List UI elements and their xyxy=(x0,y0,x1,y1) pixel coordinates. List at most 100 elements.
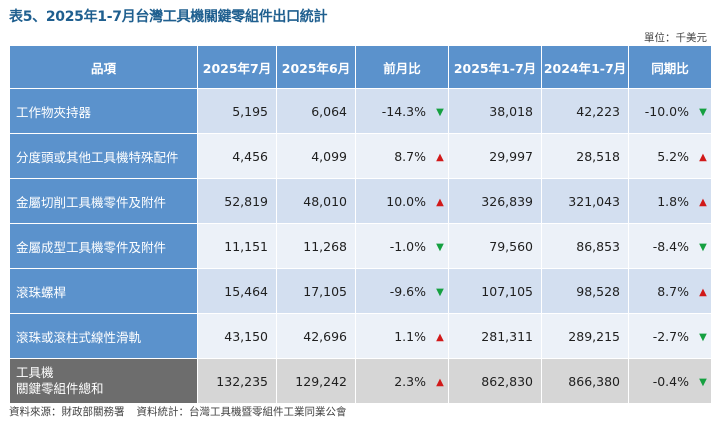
item-cell: 金屬成型工具機零件及附件 xyxy=(9,223,198,269)
yoy-cell: 1.8% ▲ xyxy=(628,178,712,224)
item-cell: 分度頭或其他工具機特殊配件 xyxy=(9,133,198,179)
mom-cell: 8.7% ▲ xyxy=(355,133,449,179)
mom-cell: 2.3% ▲ xyxy=(355,358,449,404)
jul2025-cell: 11,151 xyxy=(197,223,277,269)
ytd2024-cell: 28,518 xyxy=(541,133,629,179)
total-item-cell: 工具機 關鍵零組件總和 xyxy=(9,358,198,404)
table-row: 分度頭或其他工具機特殊配件 4,456 4,099 8.7% ▲ 29,997 2… xyxy=(9,133,712,179)
item-cell: 滾珠或滾柱式線性滑軌 xyxy=(9,313,198,359)
jun2025-cell: 11,268 xyxy=(276,223,356,269)
total-item-line1: 工具機 xyxy=(16,365,54,380)
triangle-up-icon: ▲ xyxy=(436,331,444,343)
jul2025-cell: 4,456 xyxy=(197,133,277,179)
yoy-value: -2.7% xyxy=(652,328,689,344)
jul2025-cell: 132,235 xyxy=(197,358,277,404)
ytd2024-cell: 289,215 xyxy=(541,313,629,359)
column-header-mom: 前月比 xyxy=(355,45,449,89)
table-row: 滾珠或滾柱式線性滑軌 43,150 42,696 1.1% ▲ 281,311 2… xyxy=(9,313,712,359)
jun2025-cell: 129,242 xyxy=(276,358,356,404)
triangle-up-icon: ▲ xyxy=(436,376,444,388)
jul2025-cell: 5,195 xyxy=(197,88,277,134)
triangle-down-icon: ▼ xyxy=(699,241,707,253)
jun2025-cell: 48,010 xyxy=(276,178,356,224)
yoy-cell: -10.0% ▼ xyxy=(628,88,712,134)
yoy-value: -10.0% xyxy=(644,103,689,119)
triangle-up-icon: ▲ xyxy=(699,196,707,208)
yoy-cell: 5.2% ▲ xyxy=(628,133,712,179)
triangle-up-icon: ▲ xyxy=(699,151,707,163)
export-stats-table: 品項 2025年7月 2025年6月 前月比 2025年1-7月 2024年1-… xyxy=(9,45,712,404)
jul2025-cell: 52,819 xyxy=(197,178,277,224)
mom-value: 8.7% xyxy=(394,148,426,164)
triangle-up-icon: ▲ xyxy=(436,196,444,208)
ytd2025-cell: 862,830 xyxy=(448,358,542,404)
table-row: 金屬成型工具機零件及附件 11,151 11,268 -1.0% ▼ 79,560… xyxy=(9,223,712,269)
mom-cell: 1.1% ▲ xyxy=(355,313,449,359)
triangle-down-icon: ▼ xyxy=(436,106,444,118)
unit-label: 單位：千美元 xyxy=(644,32,707,44)
mom-value: 1.1% xyxy=(394,328,426,344)
column-header-yoy: 同期比 xyxy=(628,45,712,89)
yoy-cell: 8.7% ▲ xyxy=(628,268,712,314)
jun2025-cell: 17,105 xyxy=(276,268,356,314)
column-header-jun2025: 2025年6月 xyxy=(276,45,356,89)
jul2025-cell: 15,464 xyxy=(197,268,277,314)
yoy-cell: -0.4% ▼ xyxy=(628,358,712,404)
item-cell: 金屬切削工具機零件及附件 xyxy=(9,178,198,224)
ytd2024-cell: 321,043 xyxy=(541,178,629,224)
mom-cell: -1.0% ▼ xyxy=(355,223,449,269)
yoy-value: 8.7% xyxy=(657,283,689,299)
yoy-value: -0.4% xyxy=(652,373,689,389)
table-row: 滾珠螺桿 15,464 17,105 -9.6% ▼ 107,105 98,528… xyxy=(9,268,712,314)
yoy-value: 5.2% xyxy=(657,148,689,164)
triangle-down-icon: ▼ xyxy=(436,286,444,298)
ytd2024-cell: 42,223 xyxy=(541,88,629,134)
item-cell: 工作物夾持器 xyxy=(9,88,198,134)
footer-notes: 資料來源：財政部關務署 資料統計：台灣工具機暨零組件工業同業公會 xyxy=(9,404,347,419)
triangle-down-icon: ▼ xyxy=(699,106,707,118)
yoy-value: -8.4% xyxy=(652,238,689,254)
mom-value: -1.0% xyxy=(389,238,426,254)
source-note: 資料來源：財政部關務署 xyxy=(9,406,125,418)
column-header-item: 品項 xyxy=(9,45,198,89)
triangle-down-icon: ▼ xyxy=(699,376,707,388)
jun2025-cell: 42,696 xyxy=(276,313,356,359)
ytd2025-cell: 326,839 xyxy=(448,178,542,224)
jun2025-cell: 6,064 xyxy=(276,88,356,134)
mom-cell: -9.6% ▼ xyxy=(355,268,449,314)
mom-value: -14.3% xyxy=(381,103,426,119)
column-header-ytd2025: 2025年1-7月 xyxy=(448,45,542,89)
ytd2025-cell: 29,997 xyxy=(448,133,542,179)
mom-value: 10.0% xyxy=(386,193,426,209)
ytd2025-cell: 79,560 xyxy=(448,223,542,269)
mom-cell: 10.0% ▲ xyxy=(355,178,449,224)
triangle-up-icon: ▲ xyxy=(699,286,707,298)
yoy-cell: -2.7% ▼ xyxy=(628,313,712,359)
mom-value: 2.3% xyxy=(394,373,426,389)
item-cell: 滾珠螺桿 xyxy=(9,268,198,314)
jun2025-cell: 4,099 xyxy=(276,133,356,179)
table-row: 金屬切削工具機零件及附件 52,819 48,010 10.0% ▲ 326,83… xyxy=(9,178,712,224)
header-row: 品項 2025年7月 2025年6月 前月比 2025年1-7月 2024年1-… xyxy=(9,45,712,89)
ytd2025-cell: 38,018 xyxy=(448,88,542,134)
ytd2025-cell: 281,311 xyxy=(448,313,542,359)
ytd2024-cell: 86,853 xyxy=(541,223,629,269)
total-item-line2: 關鍵零組件總和 xyxy=(16,381,104,396)
ytd2024-cell: 866,380 xyxy=(541,358,629,404)
mom-value: -9.6% xyxy=(389,283,426,299)
total-row: 工具機 關鍵零組件總和 132,235 129,242 2.3% ▲ 862,830… xyxy=(9,358,712,404)
yoy-cell: -8.4% ▼ xyxy=(628,223,712,269)
mom-cell: -14.3% ▼ xyxy=(355,88,449,134)
table-title: 表5、2025年1-7月台灣工具機關鍵零組件出口統計 xyxy=(9,9,328,25)
yoy-value: 1.8% xyxy=(657,193,689,209)
ytd2024-cell: 98,528 xyxy=(541,268,629,314)
jul2025-cell: 43,150 xyxy=(197,313,277,359)
triangle-down-icon: ▼ xyxy=(436,241,444,253)
compiled-by-note: 資料統計：台灣工具機暨零組件工業同業公會 xyxy=(136,406,347,418)
ytd2025-cell: 107,105 xyxy=(448,268,542,314)
column-header-jul2025: 2025年7月 xyxy=(197,45,277,89)
table-row: 工作物夾持器 5,195 6,064 -14.3% ▼ 38,018 42,223… xyxy=(9,88,712,134)
triangle-up-icon: ▲ xyxy=(436,151,444,163)
triangle-down-icon: ▼ xyxy=(699,331,707,343)
column-header-ytd2024: 2024年1-7月 xyxy=(541,45,629,89)
